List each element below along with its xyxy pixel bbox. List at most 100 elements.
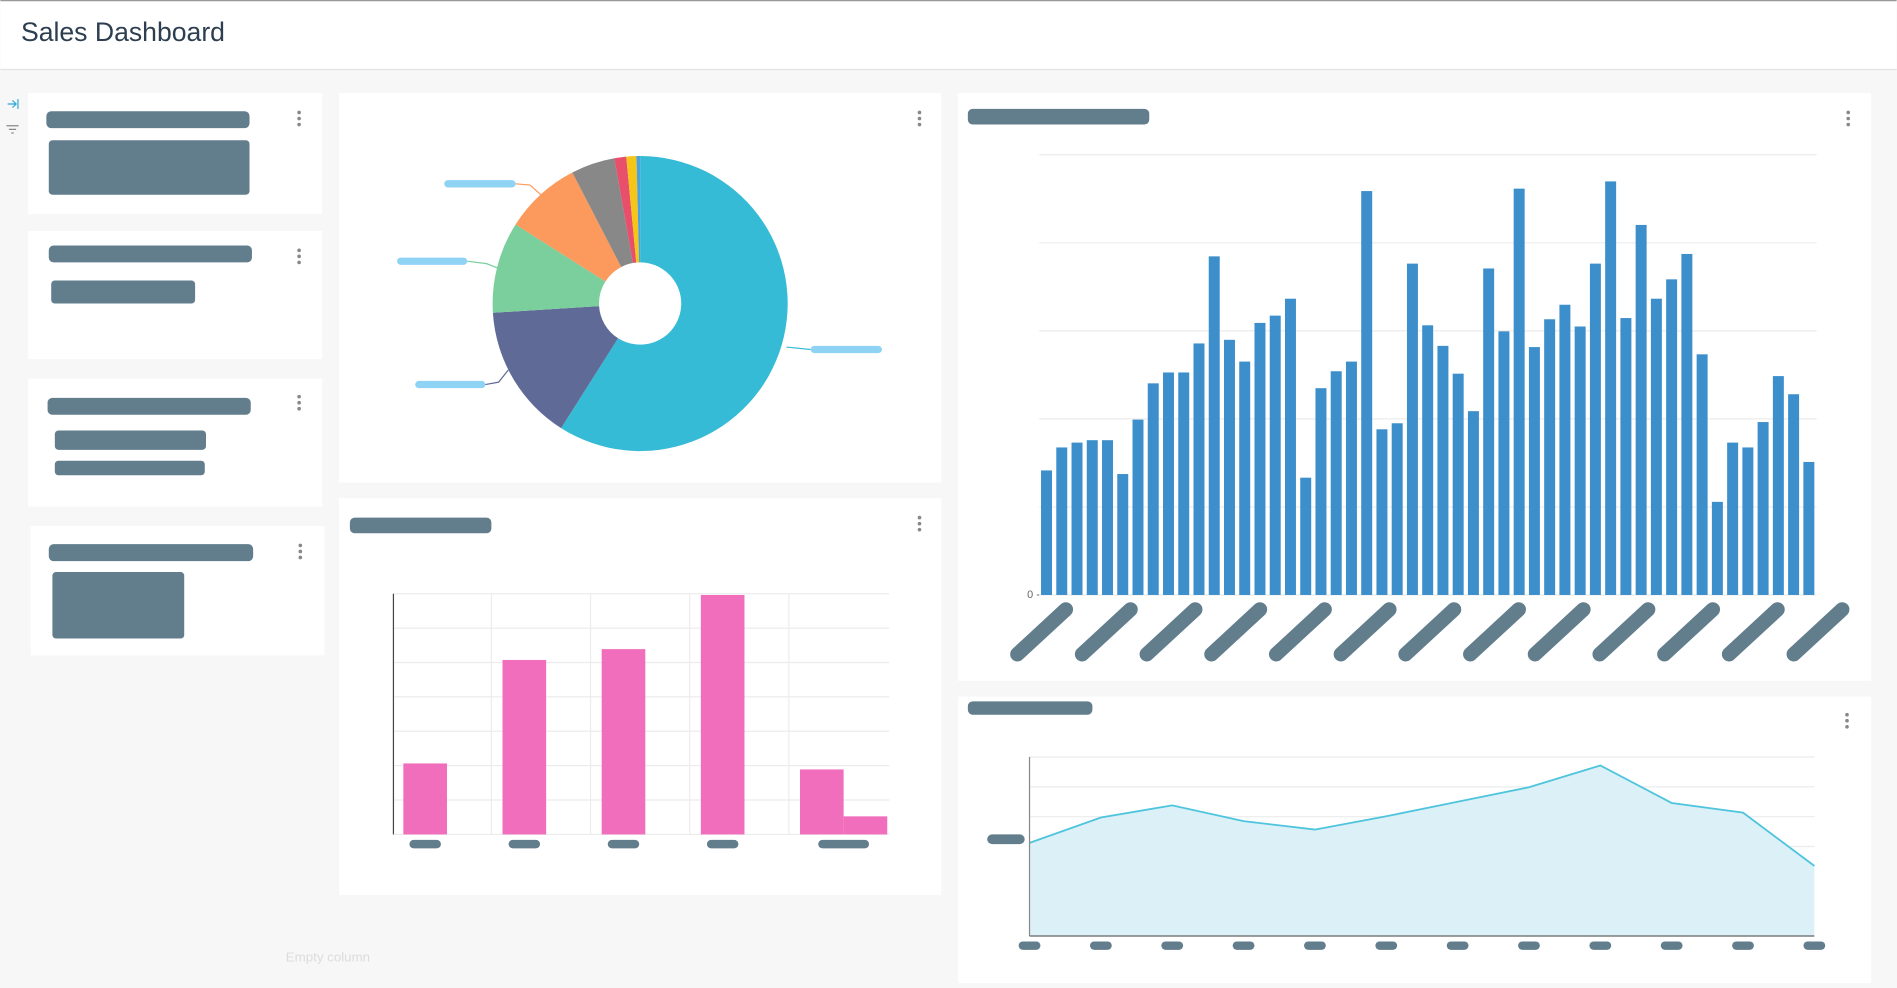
bar: [1757, 422, 1769, 595]
redacted-label: [1786, 602, 1850, 662]
bar: [1193, 343, 1205, 595]
bar: [1467, 411, 1479, 595]
bar: [1666, 279, 1678, 595]
pie-labels: [397, 180, 882, 389]
menu[interactable]: [1845, 712, 1849, 729]
redacted-label: [508, 839, 541, 849]
redacted-label: [818, 839, 870, 849]
bar: [502, 659, 547, 835]
bar: [1788, 394, 1800, 595]
bar: [1086, 440, 1098, 595]
menu[interactable]: [297, 394, 301, 411]
pie-slice: [561, 156, 788, 452]
redacted-label: [1446, 941, 1469, 950]
menu[interactable]: [298, 543, 303, 560]
pie-slice: [515, 172, 622, 282]
bar: [1041, 470, 1053, 595]
bar: [1071, 442, 1083, 595]
redacted-label: [810, 345, 882, 354]
bar: [1742, 447, 1754, 595]
bar: [1345, 361, 1357, 595]
redacted-label: [1660, 941, 1683, 950]
y-tick-label: 0: [1027, 589, 1033, 601]
redacted-label: [1732, 941, 1754, 950]
menu[interactable]: [297, 110, 301, 127]
filter-icon[interactable]: [6, 125, 19, 134]
redacted-text: [48, 140, 250, 195]
bar: [1650, 298, 1662, 595]
card-menus[interactable]: [297, 110, 1851, 729]
redacted-label: [444, 180, 516, 188]
bar: [1330, 371, 1342, 595]
bar: [1391, 423, 1403, 595]
bar: [1605, 181, 1617, 595]
bar: [1208, 256, 1220, 595]
bar: [1483, 268, 1495, 595]
redacted-label: [1518, 941, 1540, 950]
bar: [1574, 326, 1586, 595]
bar: [1711, 501, 1723, 595]
bar: [1559, 304, 1571, 595]
redacted-label: [1010, 602, 1074, 662]
area-line: [1029, 764, 1815, 867]
redacted-label: [607, 839, 640, 849]
pie-slice: [572, 158, 633, 268]
bar: [1772, 376, 1784, 595]
expand-icon[interactable]: [7, 99, 19, 109]
redacted-label: [1657, 602, 1721, 662]
bar: [1284, 298, 1296, 595]
redacted-text: [967, 701, 1093, 715]
redacted-text: [46, 111, 250, 129]
header-bar: [0, 0, 1897, 69]
redacted-label: [397, 257, 468, 265]
bar: [1589, 263, 1601, 595]
pie-slice: [626, 156, 640, 263]
redacted-label: [706, 839, 739, 849]
redacted-label: [1398, 602, 1462, 662]
bar: [1696, 354, 1708, 595]
bar: [1254, 322, 1266, 595]
bar: [1452, 373, 1464, 595]
leader-line: [467, 260, 499, 270]
bar: [1147, 383, 1159, 595]
pie-slice: [636, 156, 641, 263]
redacted-label: [1161, 941, 1184, 950]
redacted-label: [415, 380, 486, 389]
bar: [1513, 188, 1525, 595]
redacted-label: [1375, 941, 1398, 950]
redacted-label: [1463, 602, 1526, 662]
leader-line: [515, 183, 543, 197]
bar: [1361, 191, 1373, 595]
redacted-text: [47, 397, 251, 415]
bar: [1376, 429, 1388, 595]
redacted-label: [1139, 602, 1203, 662]
bar: [1163, 372, 1174, 595]
bar: [1803, 461, 1815, 595]
bar: [1102, 440, 1113, 595]
bar: [1681, 253, 1693, 595]
bar: [1117, 474, 1129, 595]
bar: [700, 594, 745, 835]
sidebar-icons[interactable]: [6, 99, 19, 134]
pie-slice: [492, 224, 606, 313]
menu[interactable]: [1846, 110, 1851, 127]
bar: [1544, 319, 1556, 595]
menu[interactable]: [917, 110, 922, 127]
menu[interactable]: [917, 515, 922, 532]
redacted-label: [1721, 602, 1785, 662]
bar: [1300, 477, 1312, 595]
bar: [1620, 318, 1632, 595]
bar: [1223, 339, 1235, 595]
redacted-label: [1089, 941, 1112, 950]
bar: [1269, 315, 1281, 595]
dashboard-title: Sales Dashboard: [21, 17, 225, 47]
redacted-label: [1074, 602, 1138, 662]
redacted-text: [987, 834, 1025, 845]
redacted-blocks: [46, 108, 1150, 845]
menu[interactable]: [297, 248, 301, 265]
bar: [1178, 372, 1190, 595]
bar: [403, 763, 447, 835]
redacted-label: [1268, 602, 1332, 662]
redacted-label: [1803, 941, 1826, 950]
